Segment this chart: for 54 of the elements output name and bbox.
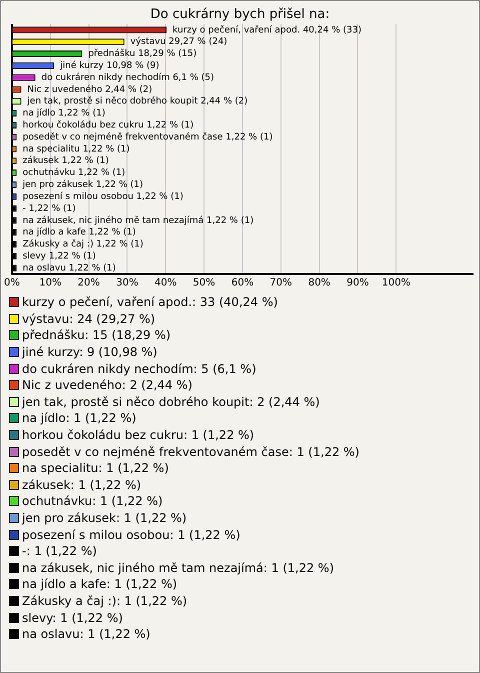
text: na specialitu: 1 (1,22 %)	[22, 461, 169, 476]
text: horkou čokoládu bez cukru: 1 (1,22 %)	[22, 428, 254, 442]
data-label: kurzy o pečení, vaření apod. 40,24 % (33)	[172, 24, 362, 36]
text: přednášku: 15 (18,29 %)	[22, 328, 171, 342]
text: Nic z uvedeného: 2 (2,44 %)	[22, 378, 192, 392]
text: posedět v co nejméně frekventovaném čase: 1 (1,22 %)	[22, 444, 360, 459]
x-tick-label: 70%	[270, 278, 292, 289]
x-tick-label: 90%	[346, 278, 369, 289]
text: posezení s milou osobou: 1 (1,22 %)	[22, 528, 240, 542]
text: na oslavu: 1 (1,22 %)	[22, 627, 150, 642]
data-label: ochutnávku 1,22 % (1)	[22, 167, 126, 178]
data-label: posezení s milou osobou 1,22 % (1)	[22, 190, 184, 202]
data-label: do cukráren nikdy nechodím 6,1 % (5)	[41, 72, 214, 83]
data-label: jen tak, prostě si něco dobrého koupit 2,44 % (2)	[26, 96, 248, 107]
data-label: jiné kurzy 10,98 % (9)	[59, 60, 160, 72]
x-tick-label: 30%	[116, 278, 138, 289]
text: Zákusky a čaj :): 1 (1,22 %)	[22, 594, 188, 608]
text: ochutnávku: 1 (1,22 %)	[22, 494, 163, 508]
x-tick-label: 80%	[308, 278, 330, 289]
data-label: na zákusek, nic jiného mě tam nezajímá 1,22 % (1)	[22, 214, 254, 226]
x-tick-label: 100%	[382, 278, 410, 289]
data-label: posedět v co nejméně frekventovaném čase 1,22 % (1)	[22, 131, 273, 142]
data-label: - 1,22 % (1)	[22, 204, 76, 214]
data-label: výstavu 29,27 % (24)	[130, 36, 228, 48]
text: na jídlo a kafe: 1 (1,22 %)	[22, 577, 178, 592]
text: do cukráren nikdy nechodím: 5 (6,1 %)	[22, 362, 256, 376]
x-tick-label: 10%	[39, 278, 62, 289]
text: na zákusek, nic jiného mě tam nezajímá: 1 (1,22 %)	[22, 560, 334, 575]
x-tick-label: 40%	[154, 278, 177, 289]
text: zákusek: 1 (1,22 %)	[22, 478, 142, 492]
data-label: Zákusky a čaj :) 1,22 % (1)	[22, 238, 144, 250]
data-label: jen pro zákusek 1,22 % (1)	[22, 179, 144, 190]
data-label: na oslavu 1,22 % (1)	[22, 263, 116, 274]
x-tick-label: 0%	[4, 278, 20, 289]
text: slevy: 1 (1,22 %)	[22, 610, 123, 625]
data-label: slevy 1,22 % (1)	[22, 251, 96, 262]
data-label: na jídlo 1,22 % (1)	[22, 108, 106, 119]
text: na jídlo: 1 (1,22 %)	[22, 411, 136, 426]
data-label: na specialitu 1,22 % (1)	[22, 144, 130, 154]
data-label: horkou čokoládu bez cukru 1,22 % (1)	[22, 120, 194, 131]
x-tick-label: 50%	[192, 278, 216, 289]
text: kurzy o pečení, vaření apod.: 33 (40,24 %)	[22, 295, 278, 310]
chart-title: Do cukrárny bych přišel na:	[149, 6, 331, 24]
x-tick-label: 60%	[231, 278, 254, 289]
data-label: Nic z uvedeného 2,44 % (2)	[27, 84, 152, 95]
x-tick-label: 20%	[78, 278, 100, 289]
text: -: 1 (1,22 %)	[22, 544, 97, 558]
text: jiné kurzy: 9 (10,98 %)	[22, 345, 158, 360]
text: výstavu: 24 (29,27 %)	[22, 312, 156, 326]
data-label: zákusek 1,22 % (1)	[22, 155, 109, 166]
data-label: přednášku 18,29 % (15)	[88, 48, 197, 60]
text: jen pro zákusek: 1 (1,22 %)	[22, 511, 187, 526]
data-label: na jídlo a kafe 1,22 % (1)	[22, 226, 136, 238]
text: jen tak, prostě si něco dobrého koupit: 2 (2,44 %)	[22, 394, 320, 409]
